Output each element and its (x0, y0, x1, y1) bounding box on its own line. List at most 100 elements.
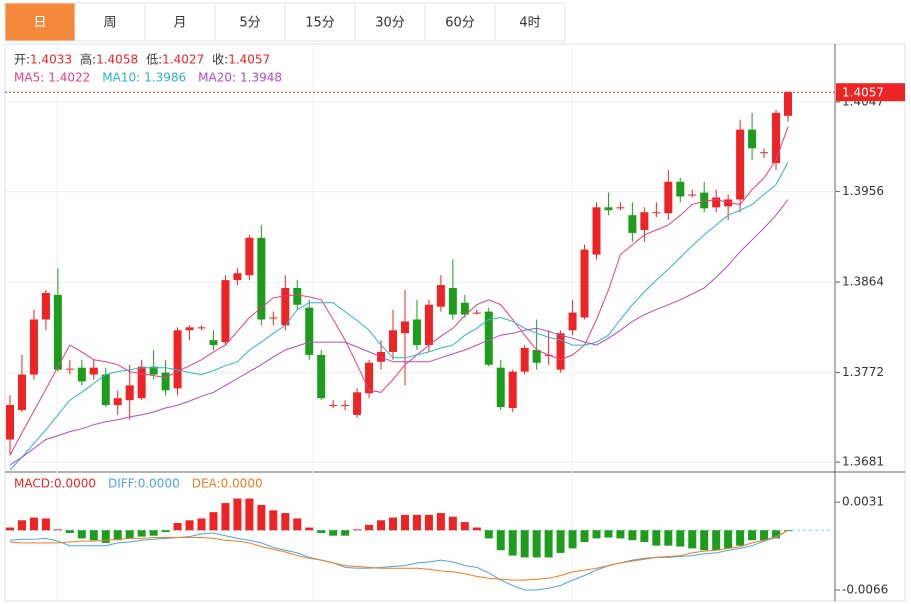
candle-body (688, 194, 697, 196)
y-tick-label: 1.3956 (842, 184, 884, 198)
legend-name: MA20: (198, 71, 236, 85)
candle-body (592, 207, 601, 255)
legend-name: MA5: (14, 71, 44, 85)
candle-body (113, 398, 122, 406)
candle-body (784, 92, 792, 116)
candle-body (412, 319, 421, 346)
legend-value: 0.0000 (221, 477, 263, 491)
legend-value: 1.4022 (48, 71, 90, 85)
candle-body (604, 207, 613, 211)
legend-name: DEA: (192, 477, 221, 491)
macd-bar (185, 520, 194, 531)
candle-body (568, 312, 577, 331)
macd-bar (472, 527, 481, 531)
macd-bar (448, 516, 457, 531)
tab[interactable]: 15分 (284, 2, 356, 42)
candle-body (580, 249, 589, 318)
macd-bar (628, 530, 637, 541)
candle-body (137, 366, 146, 399)
candle-body (257, 237, 266, 320)
candle-body (65, 368, 74, 370)
candle-body (484, 311, 493, 365)
macd-bar (604, 530, 613, 538)
tab[interactable]: 周 (74, 2, 146, 42)
macd-bar (532, 530, 541, 558)
macd-bar (652, 530, 661, 546)
tab[interactable]: 60分 (424, 2, 496, 42)
tab-label: 月 (173, 16, 186, 31)
ma-line (9, 161, 789, 471)
macd-bar (664, 530, 673, 546)
last-price-label: 1.4057 (842, 86, 884, 100)
candle-body (77, 367, 86, 382)
y-tick-label: -0.0066 (842, 583, 888, 597)
candle-body (281, 287, 290, 326)
macd-bar (41, 518, 50, 531)
candle-body (640, 212, 649, 230)
legend-value: 0.0000 (54, 477, 96, 491)
macd-bar (760, 530, 769, 541)
candle-body (496, 367, 505, 408)
tab[interactable]: 30分 (354, 2, 426, 42)
macd-bar (293, 518, 302, 531)
tab-bg (284, 2, 356, 42)
ohlc-label: 开: (14, 53, 30, 67)
macd-bar (6, 527, 14, 531)
macd-bar (424, 514, 433, 531)
macd-bar (592, 530, 601, 539)
candle-body (245, 237, 254, 276)
macd-bar (209, 512, 218, 531)
candle-body (616, 207, 625, 209)
tab[interactable]: 5分 (214, 2, 286, 42)
candle-body (233, 273, 242, 281)
candle-body (772, 112, 781, 164)
tab[interactable]: 月 (144, 2, 216, 42)
macd-bar (353, 529, 362, 531)
tab[interactable]: 日 (4, 2, 76, 42)
macd-bar (17, 520, 26, 531)
macd-bar (580, 530, 589, 543)
macd-bar (568, 530, 577, 549)
candle-body (389, 330, 398, 352)
legend-name: DIFF: (108, 477, 138, 491)
macd-bar (724, 530, 733, 549)
candle-body (305, 307, 314, 355)
candle-body (712, 197, 721, 208)
y-tick-label: 0.0031 (842, 495, 884, 509)
tab-bg (4, 2, 76, 42)
ohlc-value: 1.4058 (96, 53, 138, 67)
candle-body (341, 405, 350, 407)
macd-bar (149, 530, 158, 536)
legend-name: MA10: (102, 71, 140, 85)
ma-line (9, 126, 789, 456)
macd-bar (197, 518, 206, 531)
candle-body (628, 215, 637, 233)
candle-body (53, 294, 62, 370)
macd-bar (257, 504, 266, 531)
macd-bar (305, 527, 314, 531)
macd-bar (365, 524, 374, 531)
macd-bar (616, 530, 625, 539)
macd-bar (317, 530, 326, 533)
macd-bar (113, 530, 122, 541)
last-price-tag (836, 83, 905, 102)
macd-bar (688, 530, 697, 549)
tab-label: 5分 (239, 16, 260, 31)
macd-bar (544, 530, 553, 558)
macd-bar (484, 530, 493, 539)
tab[interactable]: 4时 (494, 2, 566, 42)
candle-body (41, 292, 50, 320)
candle-body (448, 287, 457, 315)
ohlc-value: 1.4027 (162, 53, 204, 67)
ohlc-label: 收: (212, 53, 228, 67)
candle-body (89, 367, 98, 375)
macd-bar (221, 503, 230, 531)
macd-bar (377, 520, 386, 531)
legend-name: MACD: (14, 477, 54, 491)
macd-bar (341, 530, 350, 536)
candle-body (329, 405, 338, 407)
tab-bg (424, 2, 496, 42)
macd-bar (556, 530, 565, 553)
candle-body (424, 304, 433, 346)
